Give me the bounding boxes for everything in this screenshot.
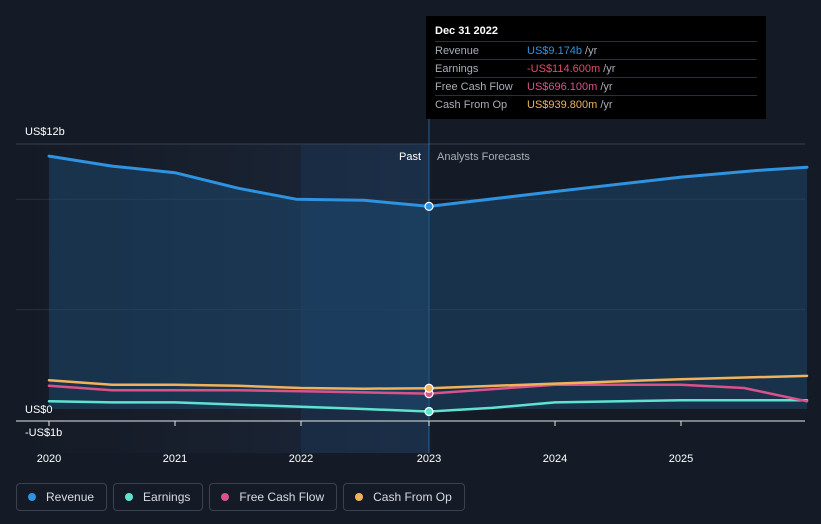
x-tick-label: 2023 [417, 453, 441, 465]
legend-label: Free Cash Flow [239, 490, 325, 504]
tooltip-row: Revenue US$9.174b/yr [435, 41, 757, 59]
x-tick-label: 2025 [669, 453, 693, 465]
tooltip-date: Dec 31 2022 [435, 25, 498, 37]
tooltip-row-value: -US$114.600m [527, 62, 601, 75]
tooltip-row: Earnings -US$114.600m/yr [435, 59, 757, 77]
x-tick-label: 2021 [163, 453, 187, 465]
legend-item-free-cash-flow[interactable]: Free Cash Flow [209, 483, 338, 511]
legend-label: Revenue [46, 490, 95, 504]
y-label-top: US$12b [25, 126, 65, 138]
legend-item-revenue[interactable]: Revenue [16, 483, 108, 511]
tooltip-row-value: US$939.800m [527, 98, 598, 111]
past-label: Past [399, 151, 421, 163]
tooltip-row: Cash From Op US$939.800m/yr [435, 95, 757, 113]
tooltip-row-value: US$9.174b [527, 44, 583, 57]
hover-tooltip: Dec 31 2022 Revenue US$9.174b/yr Earnings -… [426, 16, 766, 119]
highlight-region-bg [301, 144, 429, 454]
tooltip-row-name: Free Cash Flow [435, 80, 513, 93]
tooltip-row-unit: /yr [603, 62, 616, 75]
legend-dot-icon [28, 493, 36, 501]
tooltip-row: Free Cash Flow US$696.100m/yr [435, 77, 757, 95]
legend-label: Cash From Op [373, 490, 452, 504]
revenue-marker [424, 201, 434, 212]
tooltip-row-value: US$696.100m [527, 80, 598, 93]
y-label-bottom: -US$1b [25, 427, 62, 439]
legend-label: Earnings [143, 490, 191, 504]
tooltip-row-name: Cash From Op [435, 98, 508, 111]
x-tick-label: 2020 [37, 453, 61, 465]
y-label-zero: US$0 [25, 404, 53, 416]
tooltip-row-unit: /yr [600, 80, 613, 93]
legend-item-cash-from-op[interactable]: Cash From Op [343, 483, 465, 511]
revenue-area [49, 156, 807, 409]
forecast-label: Analysts Forecasts [437, 151, 530, 163]
x-tick-label: 2022 [289, 453, 313, 465]
legend-dot-icon [221, 493, 230, 501]
tooltip-row-unit: /yr [600, 98, 613, 111]
tooltip-row-name: Revenue [435, 44, 480, 57]
free-cash-flow-line [47, 383, 809, 403]
legend-item-earnings[interactable]: Earnings [113, 483, 204, 511]
cash-from-op-marker [424, 383, 434, 393]
legend-dot-icon [125, 493, 134, 501]
legend-dot-icon [355, 493, 364, 501]
earnings-line [47, 398, 809, 413]
revenue-line [47, 154, 809, 208]
cash-from-op-line [47, 374, 809, 390]
x-tick-label: 2024 [543, 453, 567, 465]
earnings-marker [424, 406, 434, 417]
tooltip-row-name: Earnings [435, 62, 479, 75]
tooltip-row-unit: /yr [585, 44, 598, 57]
chart-legend: Revenue Earnings Free Cash Flow Cash From O… [16, 483, 465, 511]
